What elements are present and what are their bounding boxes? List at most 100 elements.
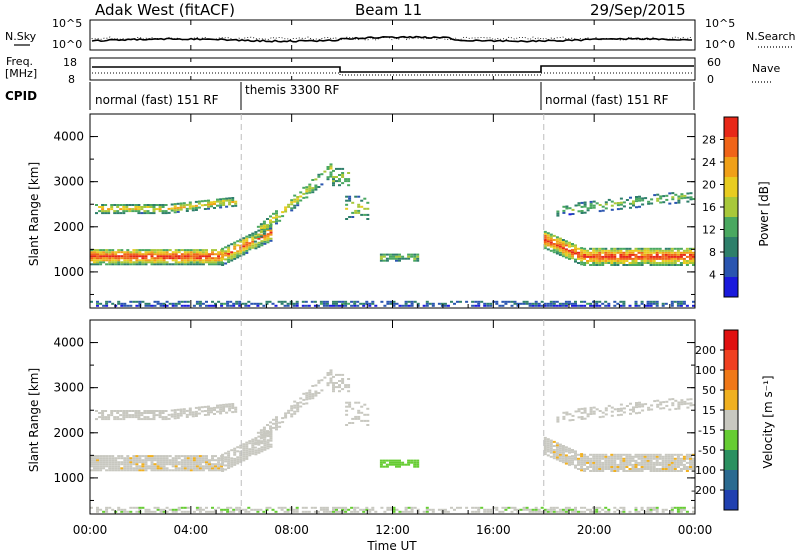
velocity-cell [413,506,417,509]
velocity-cell [211,455,214,458]
power-cell [477,300,481,303]
power-cell [272,212,275,215]
power-cell [546,240,550,243]
velocity-cell [592,406,596,409]
power-cell [162,255,166,258]
velocity-cell [389,506,393,509]
power-cell [685,247,689,250]
velocity-cell [549,449,553,452]
velocity-cell [326,384,330,387]
velocity-cell [561,453,565,456]
power-cell [245,239,249,242]
power-cell [338,178,341,181]
power-cell [501,304,505,307]
velocity-cell [260,440,264,443]
velocity-cell [356,506,360,509]
power-cell [649,262,653,264]
velocity-cell [652,457,656,460]
power-cell [332,169,335,172]
power-cell [134,206,138,208]
power-cell [610,200,614,203]
velocity-cell [676,466,680,468]
velocity-cell [221,470,225,472]
velocity-cell [625,455,629,458]
velocity-cell [667,470,671,472]
velocity-cell [549,441,553,444]
velocity-cell [601,468,605,470]
velocity-cell [665,404,669,407]
power-cell [198,251,202,254]
velocity-cell [380,506,384,509]
velocity-cell [659,403,663,406]
velocity-cell [425,508,429,511]
velocity-cell [357,411,361,414]
power-cell [236,256,240,259]
colorbar-swatch [724,197,738,218]
power-cell [211,251,214,254]
velocity-cell [658,453,662,456]
power-cell [643,249,647,252]
power-cell [329,304,332,307]
power-cell [299,195,303,198]
power-cell [658,264,662,266]
power-cell [221,255,225,258]
power-cell [580,212,584,214]
power-cell [99,259,103,262]
velocity-cell [332,508,335,511]
velocity-cell [652,455,656,458]
velocity-cell [404,463,408,466]
power-cell [341,174,345,176]
velocity-cell [219,410,223,413]
power-cell [134,210,138,213]
velocity-cell [140,418,144,421]
power-cell [592,255,596,258]
power-cell [652,255,656,258]
velocity-cell [437,508,441,511]
velocity-cell [174,455,178,458]
power-cell [665,194,669,197]
velocity-cell [647,408,651,411]
power-cell [395,257,398,260]
velocity-cell [248,442,252,445]
power-cell [686,200,690,203]
velocity-cell [655,459,659,462]
power-cell [219,202,223,205]
power-cell [238,300,242,303]
velocity-cell [389,461,392,464]
power-cell [110,206,114,208]
power-cell [679,304,683,307]
power-cell [522,300,526,303]
cpid-label: CPID [5,89,37,103]
velocity-cell [341,382,345,384]
power-cell [132,300,136,303]
velocity-cell [214,469,217,472]
power-cell [474,300,478,303]
power-cell [123,304,127,307]
velocity-cell [238,510,242,513]
power-cell [179,208,183,211]
power-cell [129,300,133,303]
velocity-cell [221,453,225,456]
velocity-cell [619,463,623,466]
velocity-cell [643,461,647,464]
power-cell [498,304,502,307]
power-cell [583,257,587,260]
power-cell [257,243,261,246]
power-cell [262,224,266,227]
velocity-cell [586,415,590,418]
power-cell [171,263,175,266]
power-cell [401,257,405,260]
velocity-cell [607,466,611,468]
velocity-cell [589,508,593,511]
power-cell [185,203,189,206]
power-cell [664,302,668,305]
freq-label-1: Freq. [6,55,33,68]
power-cell [198,302,202,305]
velocity-cell [302,402,306,405]
power-cell [631,260,635,262]
velocity-cell [254,439,258,442]
power-cell [564,244,568,247]
power-cell [317,175,321,178]
power-cell [208,255,211,258]
power-cell [198,263,202,266]
